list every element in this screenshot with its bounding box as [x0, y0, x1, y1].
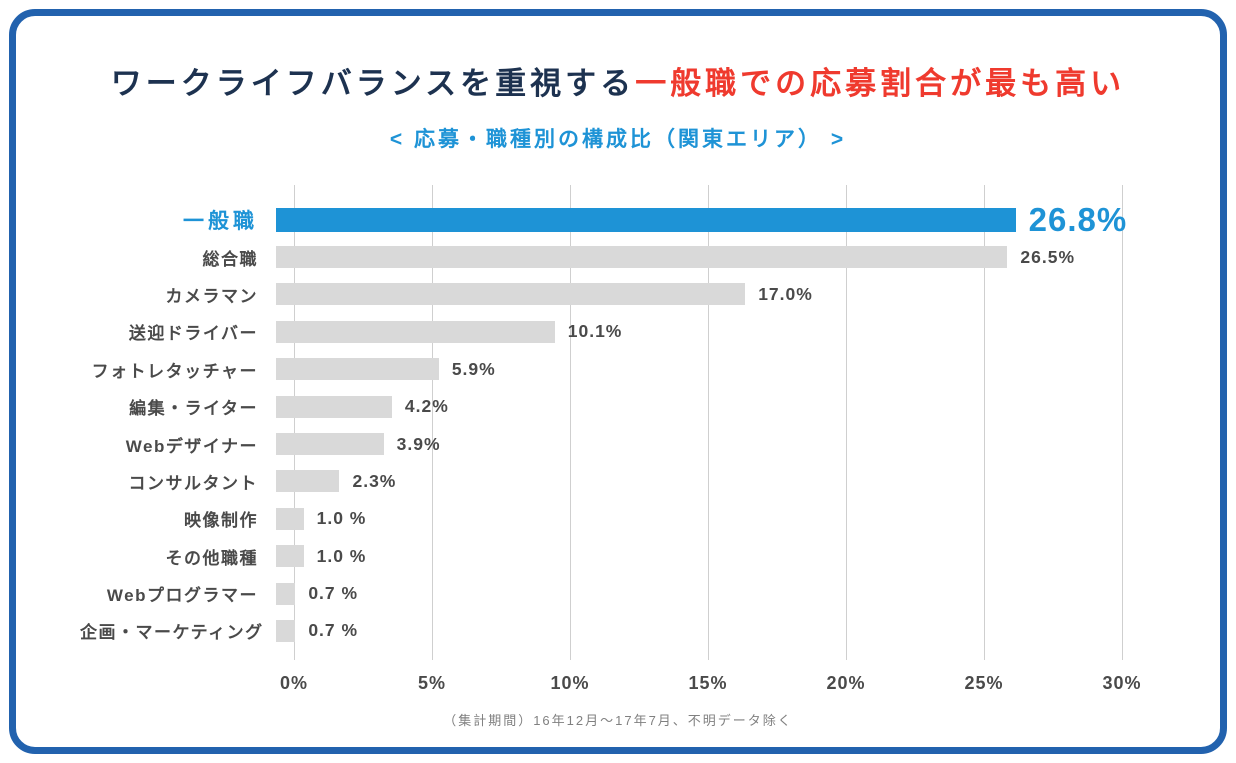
- bar-row: フォトレタッチャー 5.9%: [80, 351, 1180, 388]
- bar-row: Webプログラマー 0.7 %: [80, 575, 1180, 612]
- bar: [276, 358, 439, 381]
- bar-track: 3.9%: [276, 433, 1104, 456]
- bar-track: 17.0%: [276, 283, 1104, 306]
- bar-track: 4.2%: [276, 395, 1104, 418]
- value-label: 26.5%: [1020, 246, 1076, 267]
- value-label: 10.1%: [567, 321, 623, 342]
- bar: [276, 320, 555, 343]
- bar-track: 2.3%: [276, 470, 1104, 493]
- chart-body: 一般職 26.8% 総合職 26.5% カメラマン 17.0% 送迎ドライバー 10.1% フォ…: [80, 185, 1180, 660]
- bar-row: 総合職 26.5%: [80, 238, 1180, 275]
- category-label: カメラマン: [165, 286, 258, 306]
- bar: [276, 545, 304, 568]
- category-label: その他職種: [165, 548, 258, 568]
- bar: [276, 246, 1008, 269]
- value-label: 0.7 %: [308, 583, 359, 604]
- bar-rows: 一般職 26.8% 総合職 26.5% カメラマン 17.0% 送迎ドライバー 10.1% フォ…: [80, 201, 1180, 650]
- category-label: 編集・ライター: [129, 399, 258, 419]
- bar-row: 送迎ドライバー 10.1%: [80, 313, 1180, 350]
- chart-subtitle: < 応募・職種別の構成比（関東エリア） >: [389, 128, 847, 151]
- x-axis: 0% 5% 10% 15% 20% 25% 30%: [280, 660, 1141, 702]
- bar-track: 1.0 %: [276, 545, 1104, 568]
- value-label: 17.0%: [758, 283, 813, 304]
- bar-row: Webデザイナー 3.9%: [80, 425, 1180, 462]
- value-label: 1.0 %: [316, 545, 367, 566]
- bar-track: 1.0 %: [276, 507, 1104, 530]
- value-label: 26.8%: [1028, 200, 1128, 238]
- infographic-card: ワークライフバランスを重視する一般職での応募割合が最も高い < 応募・職種別の構…: [9, 9, 1227, 754]
- x-tick-label: 0%: [279, 672, 309, 693]
- category-label: 企画・マーケティング: [80, 623, 264, 643]
- bar-track: 0.7 %: [276, 619, 1104, 642]
- category-label: 一般職: [183, 209, 258, 233]
- footnote: （集計期間）16年12月～17年7月、不明データ除く: [443, 712, 793, 728]
- value-label: 4.2%: [404, 396, 449, 417]
- bar: [276, 395, 392, 418]
- gridline: [845, 185, 847, 660]
- bar: [276, 207, 1016, 232]
- bar-row: 一般職 26.8%: [80, 201, 1180, 238]
- bar: [276, 433, 384, 456]
- value-label: 0.7 %: [308, 620, 359, 641]
- gridline: [569, 185, 571, 660]
- bar-track: 26.5%: [276, 246, 1104, 269]
- x-tick-label: 25%: [964, 672, 1004, 693]
- chart-title-red: 一般職での応募割合が最も高い: [635, 66, 1126, 101]
- gridline: [984, 185, 985, 660]
- gridline: [431, 185, 433, 660]
- value-label: 3.9%: [396, 433, 441, 454]
- bar-chart: 一般職 26.8% 総合職 26.5% カメラマン 17.0% 送迎ドライバー 10.1% フォ…: [80, 185, 1180, 702]
- bar-track: 10.1%: [276, 320, 1104, 343]
- chart-title-dark: ワークライフバランスを重視する: [110, 66, 636, 101]
- bar: [276, 619, 296, 642]
- gridline: [1122, 185, 1123, 660]
- category-label: コンサルタント: [128, 473, 258, 493]
- bar: [276, 507, 304, 530]
- category-label: Webデザイナー: [125, 436, 258, 456]
- category-label: Webプログラマー: [106, 586, 258, 606]
- value-label: 2.3%: [352, 470, 397, 491]
- chart-title: ワークライフバランスを重視する一般職での応募割合が最も高い: [16, 58, 1220, 103]
- bar-row: 映像制作 1.0 %: [80, 500, 1180, 537]
- gridline: [708, 185, 709, 660]
- x-tick-label: 30%: [1102, 672, 1142, 693]
- x-tick-label: 10%: [550, 672, 590, 693]
- x-tick-label: 20%: [826, 672, 866, 693]
- bar-track: 0.7 %: [276, 582, 1104, 605]
- bar-track: 5.9%: [276, 358, 1104, 381]
- bar: [276, 470, 340, 493]
- bar-track: 26.8%: [276, 201, 1126, 239]
- value-label: 1.0 %: [316, 508, 367, 529]
- gridline: [294, 185, 295, 660]
- bar-row: その他職種 1.0 %: [80, 538, 1180, 575]
- category-label: 送迎ドライバー: [128, 324, 258, 344]
- value-label: 5.9%: [451, 358, 496, 379]
- category-label: 映像制作: [184, 511, 258, 531]
- bar: [276, 283, 746, 306]
- bar: [276, 582, 296, 605]
- x-tick-label: 15%: [688, 672, 728, 693]
- category-label: フォトレタッチャー: [91, 361, 258, 381]
- bar-row: 企画・マーケティング 0.7 %: [80, 612, 1180, 649]
- gridlines: [294, 185, 1123, 660]
- category-label: 総合職: [202, 249, 258, 269]
- bar-row: 編集・ライター 4.2%: [80, 388, 1180, 425]
- bar-row: カメラマン 17.0%: [80, 276, 1180, 313]
- x-tick-label: 5%: [417, 672, 446, 693]
- bar-row: コンサルタント 2.3%: [80, 463, 1180, 500]
